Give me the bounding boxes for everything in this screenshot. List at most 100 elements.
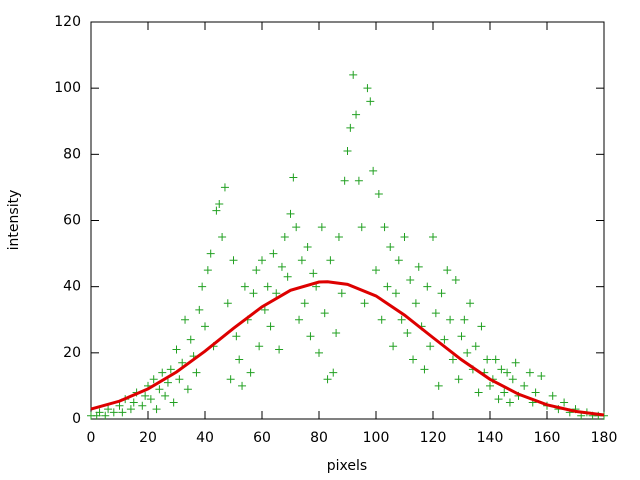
data-point xyxy=(126,405,135,414)
data-point xyxy=(260,305,269,314)
data-point xyxy=(101,411,110,420)
data-point xyxy=(411,299,420,308)
data-point xyxy=(329,368,338,377)
data-point xyxy=(300,299,309,308)
data-point xyxy=(95,408,104,417)
data-point xyxy=(443,266,452,275)
data-point xyxy=(280,233,289,242)
data-point xyxy=(448,355,457,364)
data-point xyxy=(129,398,138,407)
y-tick-label: 0 xyxy=(72,411,81,427)
x-axis-label: pixels xyxy=(327,458,367,474)
data-point xyxy=(471,342,480,351)
data-point xyxy=(166,365,175,374)
x-tick-label: 140 xyxy=(477,430,504,446)
fit-line xyxy=(90,280,605,417)
data-point xyxy=(460,315,469,324)
data-point xyxy=(292,223,301,232)
data-point xyxy=(423,282,432,291)
data-point xyxy=(118,408,127,417)
data-point xyxy=(218,233,227,242)
data-point xyxy=(283,272,292,281)
data-point xyxy=(520,381,529,390)
data-point xyxy=(269,249,278,258)
data-point xyxy=(178,358,187,367)
data-point xyxy=(232,332,241,341)
data-point xyxy=(246,368,255,377)
data-point xyxy=(340,176,349,185)
data-point xyxy=(161,391,170,400)
plot-frame xyxy=(90,21,605,420)
data-point xyxy=(497,365,506,374)
data-point xyxy=(377,315,386,324)
data-point xyxy=(397,315,406,324)
x-tick-label: 120 xyxy=(420,430,447,446)
data-point xyxy=(195,305,204,314)
data-point xyxy=(477,322,486,331)
data-point xyxy=(272,289,281,298)
data-point xyxy=(500,388,509,397)
data-point xyxy=(391,289,400,298)
data-point xyxy=(394,256,403,265)
data-point xyxy=(203,266,212,275)
data-point xyxy=(266,322,275,331)
x-tick-label: 20 xyxy=(139,430,157,446)
data-point xyxy=(446,315,455,324)
data-point xyxy=(531,388,540,397)
data-point xyxy=(109,408,118,417)
data-point xyxy=(503,368,512,377)
data-point xyxy=(146,395,155,404)
data-point xyxy=(255,342,264,351)
data-point xyxy=(451,276,460,285)
data-point xyxy=(414,262,423,271)
data-point xyxy=(163,378,172,387)
data-point xyxy=(138,401,147,410)
data-point xyxy=(104,405,113,414)
data-point xyxy=(323,375,332,384)
data-point xyxy=(169,398,178,407)
data-point xyxy=(263,282,272,291)
data-point xyxy=(511,358,520,367)
data-point xyxy=(192,368,201,377)
y-tick-label: 20 xyxy=(63,345,81,361)
data-point xyxy=(212,206,221,215)
data-point xyxy=(183,385,192,394)
data-point xyxy=(186,335,195,344)
data-point xyxy=(508,375,517,384)
data-point xyxy=(286,209,295,218)
data-point xyxy=(226,375,235,384)
data-point xyxy=(486,381,494,390)
data-point xyxy=(360,299,369,308)
data-point xyxy=(275,345,284,354)
data-point xyxy=(235,355,244,364)
data-point xyxy=(429,233,437,242)
data-point xyxy=(420,365,429,374)
y-axis-label: intensity xyxy=(6,190,22,251)
data-point xyxy=(320,309,329,318)
data-point xyxy=(494,395,503,404)
data-point xyxy=(249,289,258,298)
data-point xyxy=(560,398,569,407)
data-point xyxy=(343,147,352,156)
data-point xyxy=(181,315,190,324)
data-point xyxy=(258,256,266,265)
x-tick-label: 40 xyxy=(196,430,214,446)
data-point xyxy=(206,249,215,258)
data-point xyxy=(463,348,472,357)
data-point xyxy=(223,299,232,308)
data-point xyxy=(380,223,389,232)
y-tick-label: 120 xyxy=(54,14,81,30)
data-point xyxy=(215,199,224,208)
data-point xyxy=(548,391,557,400)
data-point xyxy=(354,176,363,185)
data-point xyxy=(474,388,483,397)
data-point xyxy=(317,223,326,232)
data-point xyxy=(175,375,184,384)
data-point xyxy=(332,328,341,337)
data-point xyxy=(303,242,312,251)
data-point xyxy=(505,398,514,407)
data-point xyxy=(434,381,443,390)
data-point xyxy=(403,328,412,337)
data-point xyxy=(349,70,358,79)
data-point xyxy=(315,348,323,357)
